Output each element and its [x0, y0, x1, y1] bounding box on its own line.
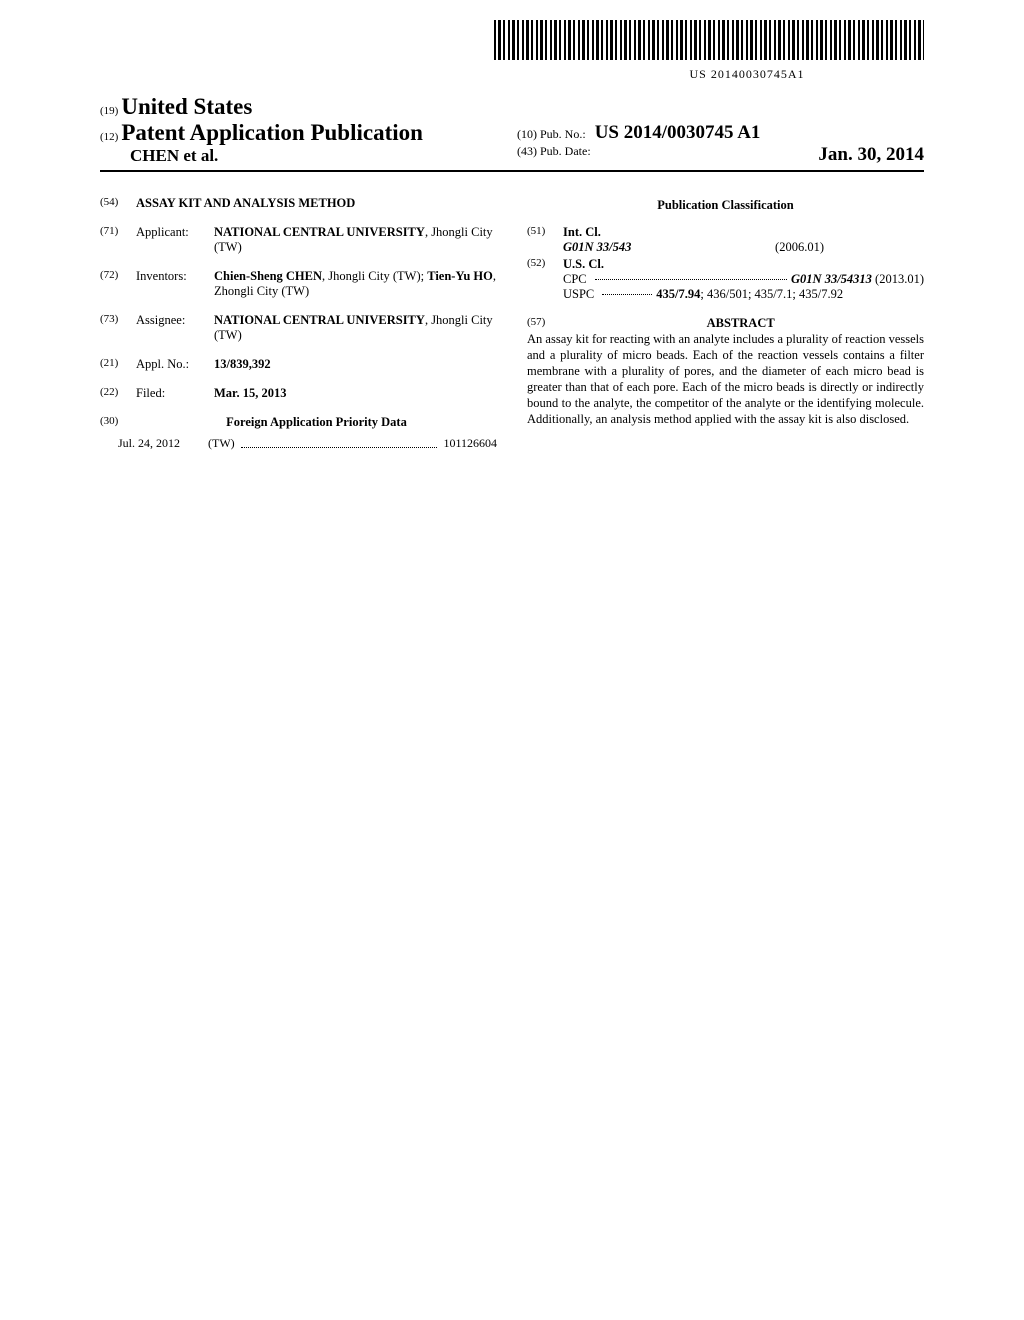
header-right: (10) Pub. No.: US 2014/0030745 A1 (43) P…	[507, 122, 924, 166]
cpc-value-wrap: G01N 33/54313 (2013.01)	[791, 272, 924, 287]
applno-value: 13/839,392	[214, 357, 497, 372]
header-left: (19) United States (12) Patent Applicati…	[100, 94, 507, 166]
abstract-header-row: (57) ABSTRACT	[527, 316, 924, 331]
pub-type-line: (12) Patent Application Publication	[100, 120, 507, 146]
applno-label: Appl. No.:	[136, 357, 214, 372]
priority-header-entry: (30) Foreign Application Priority Data	[100, 415, 497, 430]
patent-page: US 20140030745A1 (19) United States (12)…	[0, 0, 1024, 471]
pubdate-value: Jan. 30, 2014	[818, 144, 924, 166]
cpc-value: G01N 33/54313	[791, 272, 872, 286]
barcode-section	[100, 20, 924, 65]
intcl-year: (2006.01)	[775, 240, 824, 255]
intcl-code: (51)	[527, 225, 563, 255]
pubdate-label: Pub. Date:	[540, 144, 591, 158]
uscl-label: U.S. Cl.	[563, 257, 924, 272]
title-entry: (54) ASSAY KIT AND ANALYSIS METHOD	[100, 196, 497, 211]
pubdate-code: (43)	[517, 144, 537, 158]
abstract-code: (57)	[527, 316, 545, 331]
pubno-line: (10) Pub. No.: US 2014/0030745 A1	[517, 122, 924, 144]
filed-value: Mar. 15, 2013	[214, 386, 497, 401]
pubdate-line: (43) Pub. Date: Jan. 30, 2014	[517, 144, 924, 159]
priority-row: Jul. 24, 2012 (TW) 101126604	[100, 436, 497, 451]
applicant-name: NATIONAL CENTRAL UNIVERSITY	[214, 225, 425, 239]
priority-country: (TW)	[208, 436, 235, 451]
uspc-label: USPC	[563, 287, 594, 302]
uspc-bold: 435/7.94	[656, 287, 700, 301]
country-line: (19) United States	[100, 94, 507, 120]
priority-dots	[241, 433, 438, 448]
applicant-value: NATIONAL CENTRAL UNIVERSITY, Jhongli Cit…	[214, 225, 497, 255]
body-columns: (54) ASSAY KIT AND ANALYSIS METHOD (71) …	[100, 196, 924, 451]
uscl-row: (52) U.S. Cl. CPC G01N 33/54313 (2013.01…	[527, 257, 924, 302]
barcode-number: US 20140030745A1	[570, 67, 924, 82]
inventor-1-loc: , Jhongli City (TW);	[322, 269, 427, 283]
header-row: (19) United States (12) Patent Applicati…	[100, 94, 924, 172]
priority-date: Jul. 24, 2012	[100, 436, 208, 451]
title-code: (54)	[100, 196, 136, 211]
priority-number: 101126604	[443, 436, 497, 451]
uspc-dots	[602, 294, 652, 295]
pubno-label: Pub. No.:	[540, 127, 586, 141]
filed-entry: (22) Filed: Mar. 15, 2013	[100, 386, 497, 401]
inventors-entry: (72) Inventors: Chien-Sheng CHEN, Jhongl…	[100, 269, 497, 299]
pub-type: Patent Application Publication	[121, 120, 423, 145]
pub-type-code: (12)	[100, 131, 118, 143]
cpc-year: (2013.01)	[872, 272, 924, 286]
cpc-dots	[595, 279, 787, 280]
intcl-label: Int. Cl.	[563, 225, 924, 240]
country-name: United States	[121, 94, 252, 119]
applno-code: (21)	[100, 357, 136, 372]
applicant-label: Applicant:	[136, 225, 214, 255]
cpc-line: CPC G01N 33/54313 (2013.01)	[563, 272, 924, 287]
assignee-entry: (73) Assignee: NATIONAL CENTRAL UNIVERSI…	[100, 313, 497, 343]
assignee-label: Assignee:	[136, 313, 214, 343]
inventors-value: Chien-Sheng CHEN, Jhongli City (TW); Tie…	[214, 269, 497, 299]
intcl-class: G01N 33/543	[563, 240, 631, 255]
inventors-code: (72)	[100, 269, 136, 299]
title-value: ASSAY KIT AND ANALYSIS METHOD	[136, 196, 497, 211]
author-line: CHEN et al.	[130, 146, 507, 166]
assignee-name: NATIONAL CENTRAL UNIVERSITY	[214, 313, 425, 327]
uspc-line: USPC 435/7.94; 436/501; 435/7.1; 435/7.9…	[563, 287, 924, 302]
intcl-class-line: G01N 33/543 (2006.01)	[563, 240, 924, 255]
pubno-code: (10)	[517, 127, 537, 141]
cpc-label: CPC	[563, 272, 587, 287]
applicant-entry: (71) Applicant: NATIONAL CENTRAL UNIVERS…	[100, 225, 497, 255]
abstract-header: ABSTRACT	[557, 316, 924, 331]
inventors-label: Inventors:	[136, 269, 214, 299]
abstract-text: An assay kit for reacting with an analyt…	[527, 331, 924, 427]
pubno-value: US 2014/0030745 A1	[595, 122, 761, 143]
inventor-1-name: Chien-Sheng CHEN	[214, 269, 322, 283]
priority-code: (30)	[100, 415, 136, 430]
assignee-value: NATIONAL CENTRAL UNIVERSITY, Jhongli Cit…	[214, 313, 497, 343]
uscl-code: (52)	[527, 257, 563, 302]
intcl-content: Int. Cl. G01N 33/543 (2006.01)	[563, 225, 924, 255]
barcode-image	[494, 20, 924, 60]
uspc-value-wrap: 435/7.94; 436/501; 435/7.1; 435/7.92	[656, 287, 843, 302]
applicant-code: (71)	[100, 225, 136, 255]
classification-header: Publication Classification	[527, 198, 924, 213]
left-column: (54) ASSAY KIT AND ANALYSIS METHOD (71) …	[100, 196, 497, 451]
applno-entry: (21) Appl. No.: 13/839,392	[100, 357, 497, 372]
uscl-content: U.S. Cl. CPC G01N 33/54313 (2013.01) USP…	[563, 257, 924, 302]
assignee-code: (73)	[100, 313, 136, 343]
country-code: (19)	[100, 105, 118, 117]
filed-label: Filed:	[136, 386, 214, 401]
inventor-2-name: Tien-Yu HO	[427, 269, 493, 283]
priority-header: Foreign Application Priority Data	[136, 415, 497, 430]
right-column: Publication Classification (51) Int. Cl.…	[527, 196, 924, 451]
intcl-row: (51) Int. Cl. G01N 33/543 (2006.01)	[527, 225, 924, 255]
uspc-rest: ; 436/501; 435/7.1; 435/7.92	[700, 287, 843, 301]
filed-code: (22)	[100, 386, 136, 401]
